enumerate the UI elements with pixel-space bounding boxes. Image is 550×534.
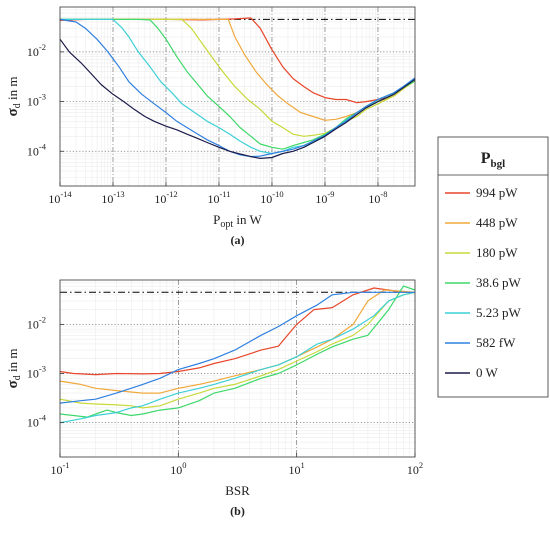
legend-box (437, 136, 549, 398)
series-line (59, 38, 416, 159)
x-tick-label: 10-14 (48, 189, 72, 206)
legend-title-sub: bgl (491, 158, 506, 170)
series-line (59, 291, 416, 409)
legend-item-label: 0 W (476, 365, 499, 380)
series-line (59, 289, 416, 394)
x-tick-label-base: 10 (207, 192, 219, 206)
y-tick-label-base: 10 (27, 95, 39, 109)
y-axis-label: σd in m (5, 349, 23, 389)
y-tick-label-exponent: -2 (39, 42, 46, 52)
y-tick-label-base: 10 (27, 144, 39, 158)
x-tick-label-exponent: -14 (60, 189, 72, 199)
x-tick-label-exponent: -1 (62, 460, 69, 470)
legend-item-label: 38.6 pW (476, 275, 522, 290)
series-line (59, 291, 416, 424)
x-tick-label-base: 10 (170, 463, 182, 477)
x-tick-label: 101 (289, 460, 305, 477)
legend-item-label: 994 pW (476, 185, 518, 200)
x-tick-label: 10-1 (50, 460, 69, 477)
y-tick-label: 10-2 (27, 314, 46, 331)
x-tick-label-base: 10 (289, 463, 301, 477)
y-tick-label-exponent: -4 (39, 413, 47, 423)
x-tick-label: 10-10 (260, 189, 283, 206)
y-tick-label: 10-4 (27, 413, 47, 430)
series-line (60, 18, 416, 137)
y-axis-label-rest: in m (5, 77, 20, 104)
x-tick-label-exponent: -8 (380, 189, 387, 199)
x-tick-label-exponent: -10 (272, 189, 283, 199)
x-tick-label-exponent: -12 (166, 189, 177, 199)
x-tick-label: 100 (170, 460, 186, 477)
minor-grid (60, 280, 415, 457)
x-tick-label-exponent: 0 (182, 460, 186, 470)
x-axis-label-main: BSR (225, 483, 250, 498)
series-line (59, 285, 416, 418)
x-tick-label: 102 (407, 460, 423, 477)
y-tick-label: 10-2 (27, 42, 46, 59)
legend-item-label: 180 pW (476, 245, 518, 260)
axes-frame (59, 279, 416, 458)
y-tick-label-base: 10 (27, 416, 39, 430)
y-tick-label-exponent: -2 (39, 314, 46, 324)
series-line (59, 287, 415, 376)
x-tick-label-base: 10 (48, 192, 60, 206)
y-tick-label-exponent: -3 (39, 364, 46, 374)
tick-marks (59, 323, 416, 457)
y-tick-label: 10-4 (27, 141, 47, 158)
major-grid (60, 280, 415, 457)
x-tick-label-exponent: 2 (419, 460, 423, 470)
y-tick-label-base: 10 (27, 317, 39, 331)
series-group (59, 17, 416, 159)
x-axis-label-sub: opt (220, 219, 233, 230)
x-tick-label: 10-12 (154, 189, 177, 206)
y-axis-label-main: σ (5, 379, 21, 388)
legend-item-label: 582 fW (476, 335, 516, 350)
y-tick-label: 10-3 (27, 364, 46, 381)
y-axis-label-main: σ (5, 107, 21, 116)
legend-item-label: 448 pW (476, 215, 518, 230)
x-tick-label-base: 10 (50, 463, 62, 477)
legend-item-label: 5.23 pW (476, 305, 522, 320)
x-axis-label-main: P (213, 212, 220, 227)
panel-label: (a) (231, 233, 245, 247)
panel-label: (b) (230, 504, 245, 518)
y-tick-label: 10-3 (27, 92, 46, 109)
y-axis-label-rest: in m (5, 349, 20, 376)
axes-frame (59, 6, 416, 187)
x-tick-label-base: 10 (407, 463, 419, 477)
x-tick-label-base: 10 (101, 192, 113, 206)
y-tick-label-exponent: -3 (39, 92, 46, 102)
x-tick-label: 10-11 (207, 189, 230, 206)
series-group (59, 285, 416, 424)
x-axis-label: Popt in W (213, 212, 262, 230)
x-axis-label: BSR (225, 483, 250, 498)
x-tick-label-base: 10 (315, 192, 327, 206)
y-tick-label-base: 10 (27, 367, 39, 381)
y-axis-label: σd in m (5, 77, 23, 117)
x-tick-label-exponent: -11 (219, 189, 230, 199)
series-line (59, 291, 415, 404)
panel-a: 10-14 10-13 10-12 10-11 10-10 10-9 10-810-210-… (5, 6, 416, 247)
x-tick-label: 10-13 (101, 189, 124, 206)
x-tick-label-base: 10 (368, 192, 380, 206)
legend-title: Pbgl (481, 150, 505, 170)
legend: Pbgl 994 pW 448 pW 180 pW 38.6 pW 5.23 pW 582 … (437, 136, 549, 398)
x-tick-label: 10-9 (315, 189, 334, 206)
x-tick-label-exponent: -9 (327, 189, 334, 199)
legend-title-main: P (481, 150, 491, 167)
series-line (59, 18, 416, 158)
y-tick-label-base: 10 (27, 45, 39, 59)
x-tick-label-exponent: 1 (301, 460, 305, 470)
y-axis-label-sub: d (12, 375, 23, 380)
tick-marks (59, 51, 379, 186)
x-tick-label: 10-8 (368, 189, 387, 206)
x-tick-label-base: 10 (260, 192, 272, 206)
x-axis-label-rest: in W (233, 212, 262, 227)
y-axis-label-sub: d (12, 103, 23, 108)
y-tick-label-exponent: -4 (39, 141, 47, 151)
x-tick-label-base: 10 (154, 192, 166, 206)
x-tick-label-exponent: -13 (113, 189, 124, 199)
